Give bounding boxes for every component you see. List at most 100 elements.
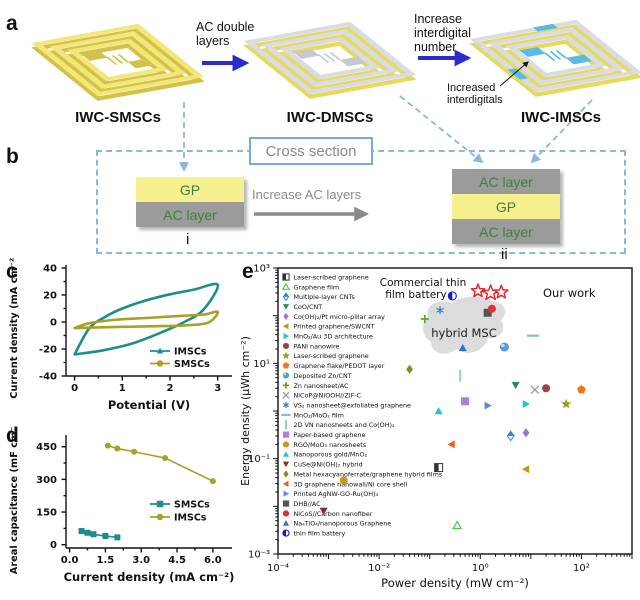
svg-text:3D graphene nanowall/Ni core s: 3D graphene nanowall/Ni core shell xyxy=(294,480,408,488)
ragone-legend-item: Metal hexacyanoferrate/graphene hybrid f… xyxy=(283,470,443,478)
svg-text:Current density (mA cm⁻²): Current density (mA cm⁻²) xyxy=(9,258,20,399)
ragone-point-circle xyxy=(487,304,496,313)
gp-layer: GP xyxy=(452,194,560,219)
cap-series-smscs xyxy=(78,528,121,541)
svg-text:10³: 10³ xyxy=(253,264,270,275)
stack-caption-ii: ii xyxy=(501,246,508,263)
svg-text:PANI nanowire: PANI nanowire xyxy=(294,342,340,350)
svg-text:10⁰: 10⁰ xyxy=(472,563,489,574)
svg-text:3.0: 3.0 xyxy=(132,555,150,566)
svg-text:10²: 10² xyxy=(573,563,590,574)
svg-text:0.0: 0.0 xyxy=(61,555,79,566)
ragone-point-halfcircle xyxy=(447,291,457,301)
cross-section-title: Cross section xyxy=(249,137,373,165)
svg-text:Nanoporous gold/MnO₂: Nanoporous gold/MnO₂ xyxy=(294,451,368,459)
stack-caption-i: i xyxy=(186,231,190,248)
panel-d-label: d xyxy=(6,424,19,447)
ragone-legend-item: Printed AgNW-GO-Ru(OH)₃ xyxy=(283,490,379,498)
ragone-legend-item: NiCoS//Carbon nanofiber xyxy=(282,510,373,518)
ragone-legend-item: Graphene film xyxy=(281,282,339,291)
svg-text:SMSCs: SMSCs xyxy=(174,500,210,511)
svg-text:IMSCs: IMSCs xyxy=(174,347,207,358)
ragone-legend-item: Printed graphene/SWCNT xyxy=(282,323,375,331)
ragone-point-square xyxy=(483,308,492,317)
ragone-legend-item: Paper-based graphene xyxy=(282,431,366,439)
svg-text:1: 1 xyxy=(119,383,126,394)
ragone-point-trileft xyxy=(521,465,530,474)
panel-e-label: e xyxy=(242,260,254,283)
svg-text:NiCoP@NiOOH//ZIF-C: NiCoP@NiOOH//ZIF-C xyxy=(294,392,362,400)
ragone-point-triright xyxy=(484,401,492,410)
ragone-legend-item: PANI nanowire xyxy=(282,342,340,350)
device-name-dmscs: IWC-DMSCs xyxy=(286,109,374,126)
ragone-point-plus xyxy=(420,315,429,324)
panel-a-label: a xyxy=(6,12,18,35)
svg-text:10⁻²: 10⁻² xyxy=(368,563,390,574)
cap-series-imscs xyxy=(104,442,216,485)
svg-text:DHB//AC: DHB//AC xyxy=(294,500,322,508)
svg-text:1.5: 1.5 xyxy=(97,555,115,566)
msc-device-dmscs xyxy=(243,21,417,99)
svg-text:MnO₂/MoO₂ film: MnO₂/MoO₂ film xyxy=(294,411,344,419)
svg-text:2D VN nanosheets and Co(OH)₂: 2D VN nanosheets and Co(OH)₂ xyxy=(294,421,395,429)
ragone-legend-item: Laser-scribed graphene xyxy=(282,351,369,360)
ragone-point-triup xyxy=(458,343,467,352)
svg-text:Potential (V): Potential (V) xyxy=(108,398,190,412)
cv-axes xyxy=(61,265,232,381)
our-work-points xyxy=(470,283,509,301)
ragone-point-triup xyxy=(434,407,443,415)
ragone-legend-item: thin film battery xyxy=(282,529,346,538)
ragone-legend-item: CoO/CNT xyxy=(282,303,322,311)
ragone-point-asterisk xyxy=(436,306,444,315)
svg-text:CuSe@Ni(OH)₂ hybrid: CuSe@Ni(OH)₂ hybrid xyxy=(294,461,363,469)
svg-text:IMSCs: IMSCs xyxy=(174,513,207,524)
ragone-point-trileft xyxy=(447,440,455,449)
svg-text:3: 3 xyxy=(214,383,221,394)
ac-layer: AC layer xyxy=(136,202,244,227)
increased-interdigitals-annotation: Increased interdigitals xyxy=(447,82,503,107)
svg-text:Laser-scribed graphene: Laser-scribed graphene xyxy=(294,352,369,360)
ragone-legend-item: Graphene flake/PEDOT layer xyxy=(282,362,385,370)
svg-text:Printed graphene/SWCNT: Printed graphene/SWCNT xyxy=(294,323,375,331)
svg-text:300: 300 xyxy=(36,475,57,486)
svg-text:-40: -40 xyxy=(39,372,57,383)
our-work-label: Our work xyxy=(543,286,596,300)
ragone-point-halfsquare xyxy=(434,463,444,473)
svg-text:Energy density (μWh cm⁻²): Energy density (μWh cm⁻²) xyxy=(239,336,252,486)
ragone-point-diamond xyxy=(406,364,413,374)
msc-device-imscs xyxy=(469,19,640,97)
cv-chart: 0 1 2 3 -40 -20 0 20 40 Potential (V) Current dens… xyxy=(9,258,232,412)
svg-text:RGO/MoO₃ nanosheets: RGO/MoO₃ nanosheets xyxy=(294,441,367,449)
cv-loop-smscs xyxy=(73,310,220,330)
connector-dmsc xyxy=(399,95,484,164)
ragone-point-circle xyxy=(339,476,348,485)
svg-text:Na₄TiO₄/nanoporous Graphene: Na₄TiO₄/nanoporous Graphene xyxy=(294,520,392,528)
annotation-arrow xyxy=(499,61,529,87)
msc-device-smscs xyxy=(31,23,205,101)
ragone-legend-item: Nanoporous gold/MnO₂ xyxy=(282,451,368,459)
panel-c-label: c xyxy=(6,260,18,283)
ragone-legend-item: Multiple-layer CNTs xyxy=(282,292,356,302)
ragone-ticks xyxy=(273,267,633,559)
ragone-legend-item: VS₂ nanosheet@exfoliated graphene xyxy=(283,401,411,409)
ragone-legend-item: MnO₂/MoO₂ film xyxy=(281,411,344,419)
svg-text:Commercial thin: Commercial thin xyxy=(380,277,466,289)
ragone-point-triright xyxy=(522,400,530,409)
arrow1-label: AC double layers xyxy=(196,20,255,49)
svg-text:MnO₂/Au 3D architecture: MnO₂/Au 3D architecture xyxy=(294,333,374,341)
svg-text:Areal capacitance (mF cm⁻²): Areal capacitance (mF cm⁻²) xyxy=(9,426,20,574)
svg-text:SMSCs: SMSCs xyxy=(174,359,210,370)
svg-text:Printed AgNW-GO-Ru(OH)₃: Printed AgNW-GO-Ru(OH)₃ xyxy=(294,490,379,498)
svg-text:Zn nanosheet/AC: Zn nanosheet/AC xyxy=(294,382,350,390)
ragone-legend-item: NiCoP@NiOOH//ZIF-C xyxy=(282,392,362,400)
svg-text:Multiple-layer CNTs: Multiple-layer CNTs xyxy=(294,293,356,301)
ragone-legend-item: MnO₂/Au 3D architecture xyxy=(283,333,374,341)
svg-text:0: 0 xyxy=(50,540,57,551)
ragone-point-diamond xyxy=(522,428,530,438)
ac-layer: AC layer xyxy=(452,169,560,194)
hybrid-msc-label: hybrid MSC xyxy=(431,326,497,340)
svg-text:6.0: 6.0 xyxy=(204,555,222,566)
